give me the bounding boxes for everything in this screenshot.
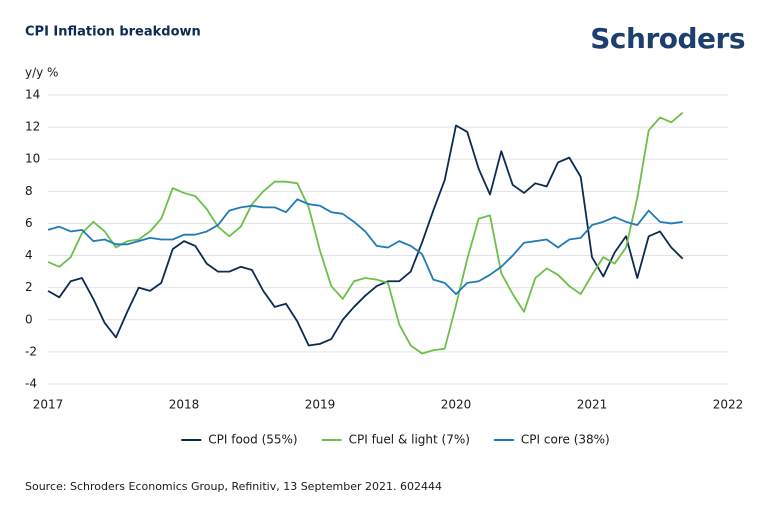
y-tick-label: 12 xyxy=(25,120,40,134)
series-line xyxy=(47,124,684,347)
x-tick-label: 2017 xyxy=(33,398,64,412)
legend-label: CPI food (55%) xyxy=(208,433,297,447)
y-tick-label: 10 xyxy=(25,152,40,166)
x-tick-label: 2021 xyxy=(577,398,608,412)
legend-label: CPI core (38%) xyxy=(521,433,610,447)
y-tick-label: -4 xyxy=(25,377,37,391)
x-tick-label: 2022 xyxy=(713,398,744,412)
x-tick-label: 2018 xyxy=(169,398,200,412)
y-tick-label: 0 xyxy=(25,312,33,326)
x-tick-label: 2020 xyxy=(441,398,472,412)
series-line xyxy=(47,111,684,355)
y-tick-label: 8 xyxy=(25,184,33,198)
y-tick-label: 6 xyxy=(25,216,33,230)
y-axis-label: y/y % xyxy=(25,66,58,80)
y-tick-label: -2 xyxy=(25,344,37,358)
legend-label: CPI fuel & light (7%) xyxy=(349,433,470,447)
y-tick-label: 14 xyxy=(25,88,40,102)
x-tick-label: 2019 xyxy=(305,398,336,412)
brand-logo: Schroders xyxy=(590,22,745,55)
series-line xyxy=(47,198,683,295)
chart-title: CPI Inflation breakdown xyxy=(25,25,201,40)
y-tick-label: 2 xyxy=(25,280,33,294)
source-note: Source: Schroders Economics Group, Refin… xyxy=(25,480,442,493)
y-tick-label: 4 xyxy=(25,248,33,262)
